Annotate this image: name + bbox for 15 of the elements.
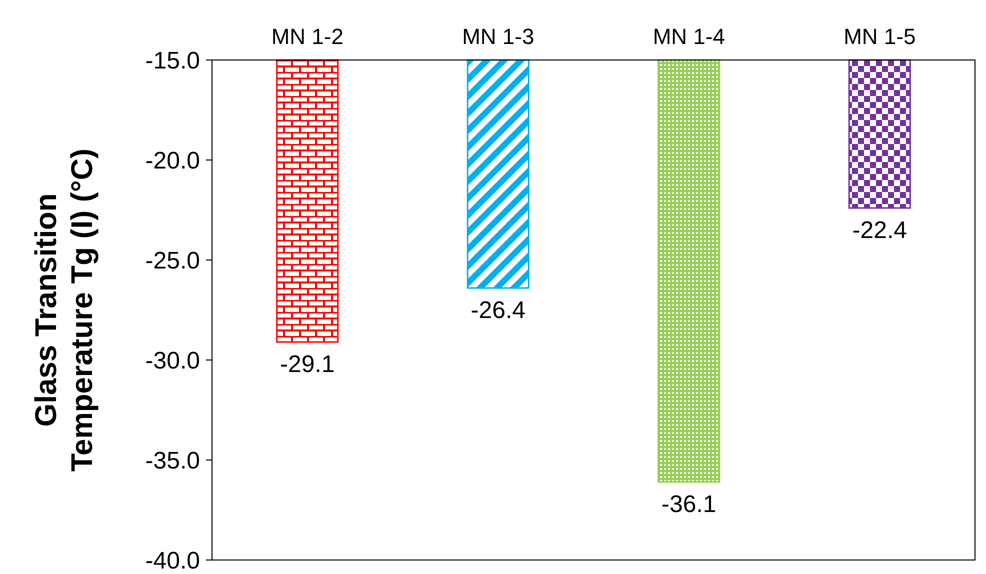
y-axis-title: Glass Transition Temperature Tg (I) (°C) (30, 148, 99, 472)
y-tick-label: -15.0 (145, 47, 200, 74)
data-label: -26.4 (470, 297, 526, 324)
x-tick-label: MN 1-3 (462, 24, 534, 49)
y-tick-label: -20.0 (145, 147, 200, 174)
y-tick-label: -30.0 (145, 347, 200, 374)
x-tick-label: MN 1-4 (652, 24, 725, 49)
data-label: -36.1 (662, 491, 716, 518)
data-label: -29.1 (280, 351, 335, 378)
y-tick-label: -25.0 (145, 247, 200, 274)
y-tick-label: -40.0 (145, 547, 200, 574)
data-label: -22.4 (852, 217, 907, 244)
y-tick-label: -35.0 (145, 447, 200, 474)
x-tick-label: MN 1-5 (844, 24, 916, 49)
x-tick-label: MN 1-2 (271, 24, 344, 49)
